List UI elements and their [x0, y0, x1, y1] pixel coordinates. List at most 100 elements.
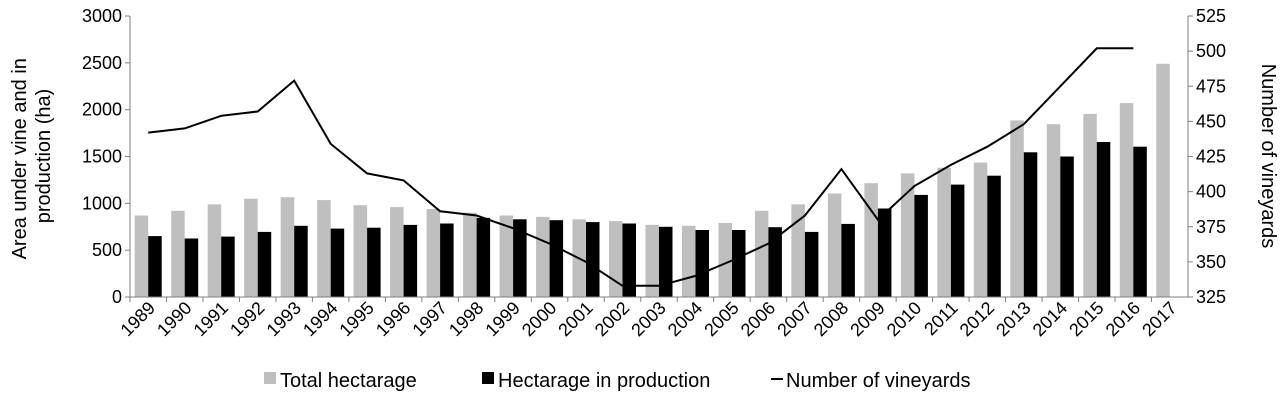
- bar-total-2015: [1083, 113, 1097, 298]
- x-tick-label-2003: 2003: [627, 298, 669, 340]
- bar-production-1998: [476, 217, 491, 297]
- left-tick-label: 0: [112, 287, 122, 307]
- bar-total-2006: [754, 210, 769, 297]
- right-tick-label: 375: [1196, 217, 1226, 237]
- legend: Total hectarage Hectarage in production …: [264, 370, 971, 392]
- bar-total-1999: [499, 215, 514, 297]
- bar-total-2014: [1046, 124, 1061, 297]
- right-axis-title: Number of vineyards: [1257, 64, 1279, 249]
- bar-total-1995: [353, 205, 368, 297]
- bar-total-2003: [645, 224, 659, 297]
- bar-production-1994: [330, 228, 345, 297]
- bar-total-1996: [390, 207, 404, 297]
- legend-swatch-production: [482, 372, 494, 384]
- bar-production-2014: [1060, 156, 1074, 297]
- x-tick-label-2016: 2016: [1102, 298, 1144, 340]
- x-tick-label-1998: 1998: [445, 298, 487, 340]
- bar-production-2004: [695, 230, 709, 297]
- bar-production-2007: [804, 231, 819, 297]
- bar-total-1990: [171, 210, 185, 297]
- bar-total-2016: [1119, 103, 1134, 297]
- x-tick-label-1990: 1990: [153, 298, 195, 340]
- bar-total-2000: [536, 216, 550, 297]
- bar-production-1991: [221, 236, 235, 297]
- x-tick-label-1993: 1993: [263, 298, 305, 340]
- right-tick-label: 350: [1196, 252, 1226, 272]
- bar-production-2002: [622, 223, 636, 297]
- left-tick-label: 1000: [82, 193, 122, 213]
- right-tick-label: 425: [1196, 147, 1226, 167]
- x-tick-label-1992: 1992: [226, 298, 268, 340]
- left-tick-label: 1500: [82, 147, 122, 167]
- bar-production-2006: [768, 227, 782, 297]
- x-tick-label-2000: 2000: [518, 298, 560, 340]
- x-tick-label-2014: 2014: [1029, 298, 1071, 340]
- x-tick-label-1994: 1994: [299, 298, 341, 340]
- bar-total-1989: [134, 215, 149, 297]
- left-axis-title: Area under vine and in production (ha): [9, 53, 55, 260]
- bar-total-2011: [937, 167, 951, 297]
- bar-production-2008: [841, 223, 855, 297]
- production-hectarage-bars: [148, 142, 1147, 298]
- bar-production-1989: [148, 236, 162, 297]
- bar-production-1997: [440, 223, 454, 297]
- bar-production-1990: [184, 238, 199, 297]
- right-tick-label: 525: [1196, 6, 1226, 26]
- number-of-vineyards-line: [148, 47, 1134, 287]
- x-tick-label-2010: 2010: [883, 298, 925, 340]
- legend-swatch-total: [264, 372, 276, 384]
- bar-total-2005: [718, 223, 732, 297]
- x-tick-label-2013: 2013: [992, 298, 1034, 340]
- x-tick-label-2001: 2001: [554, 298, 596, 340]
- bar-total-1993: [280, 197, 295, 297]
- left-tick-label: 500: [92, 240, 122, 260]
- x-tick-label-2002: 2002: [591, 298, 633, 340]
- bar-production-1993: [294, 225, 308, 297]
- left-tick-label: 2500: [82, 53, 122, 73]
- bar-total-2009: [864, 183, 878, 297]
- bar-production-2011: [950, 184, 965, 297]
- bar-production-1995: [367, 227, 381, 297]
- right-axis-ticks: 325 350 375 400 425 450 475 500 525: [1188, 6, 1226, 307]
- bar-production-1992: [257, 231, 272, 297]
- x-tick-label-2012: 2012: [956, 298, 998, 340]
- bar-total-2008: [827, 193, 842, 297]
- x-tick-label-1991: 1991: [190, 298, 232, 340]
- x-tick-label-2006: 2006: [737, 298, 779, 340]
- x-tick-label-2008: 2008: [810, 298, 852, 340]
- right-tick-label: 450: [1196, 111, 1226, 131]
- bar-total-2012: [973, 162, 988, 297]
- legend-label-vineyards: Number of vineyards: [786, 370, 971, 392]
- bar-production-1999: [513, 219, 527, 297]
- right-tick-label: 475: [1196, 76, 1226, 96]
- right-tick-label: 325: [1196, 287, 1226, 307]
- x-tick-label-2005: 2005: [700, 298, 742, 340]
- bar-total-1991: [207, 204, 222, 297]
- bar-total-1997: [426, 209, 441, 297]
- x-tick-label-1997: 1997: [408, 298, 450, 340]
- x-tick-label-1995: 1995: [335, 298, 377, 340]
- x-tick-label-2004: 2004: [664, 298, 706, 340]
- bar-production-2001: [586, 222, 600, 297]
- bar-total-2013: [1010, 120, 1024, 298]
- x-tick-label-2011: 2011: [920, 298, 962, 340]
- bar-total-2017: [1156, 63, 1170, 297]
- bar-production-2016: [1133, 146, 1147, 297]
- x-tick-label-1989: 1989: [117, 298, 159, 340]
- x-tick-label-2007: 2007: [773, 298, 815, 340]
- bar-production-2003: [659, 226, 673, 298]
- legend-label-production: Hectarage in production: [498, 370, 710, 392]
- bar-production-2010: [914, 194, 928, 297]
- bar-total-2007: [791, 204, 805, 297]
- bar-total-2004: [682, 225, 696, 297]
- left-tick-label: 3000: [82, 6, 122, 26]
- x-tick-label-2009: 2009: [846, 298, 888, 340]
- right-tick-label: 500: [1196, 41, 1226, 61]
- bar-total-1992: [244, 198, 258, 297]
- bar-total-1994: [317, 200, 331, 297]
- bar-production-2013: [1023, 152, 1038, 297]
- bar-production-2012: [987, 175, 1001, 297]
- bar-production-2009: [877, 208, 892, 297]
